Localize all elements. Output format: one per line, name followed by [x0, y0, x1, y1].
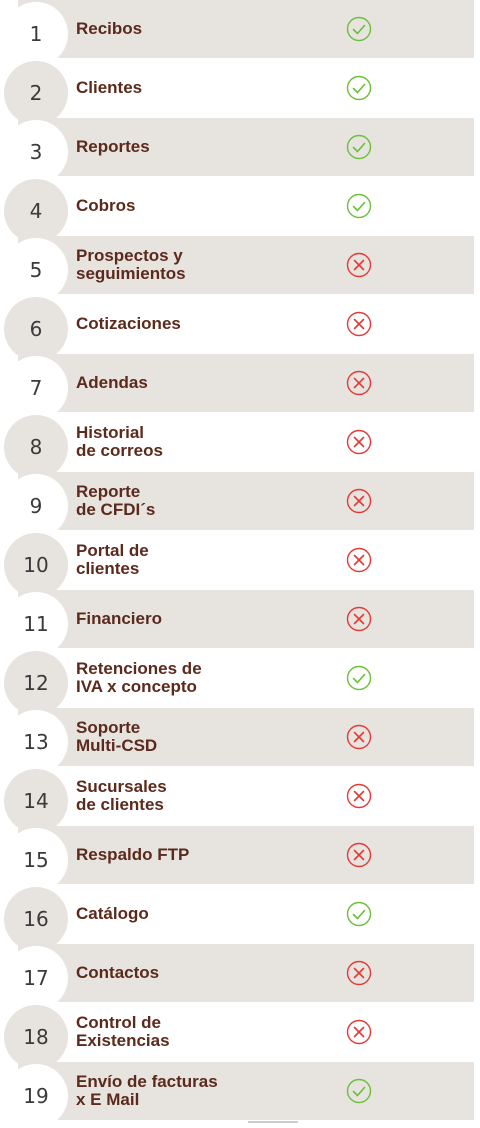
feature-row: 2 Clientes	[0, 59, 480, 125]
check-icon	[346, 16, 372, 42]
check-icon	[346, 134, 372, 160]
feature-row: 3 Reportes	[0, 118, 480, 184]
row-number-badge: 17	[4, 946, 68, 1010]
feature-label: Contactos	[76, 963, 160, 982]
check-icon	[346, 193, 372, 219]
feature-row: 1 Recibos	[0, 0, 480, 66]
cross-icon	[346, 429, 372, 455]
row-background	[18, 767, 474, 825]
feature-label: Adendas	[76, 373, 148, 392]
row-background	[18, 236, 474, 294]
scroll-indicator[interactable]	[248, 1121, 298, 1123]
feature-row: 18 Control de Existencias	[0, 1003, 480, 1069]
feature-label: Recibos	[76, 19, 143, 38]
row-background	[18, 59, 474, 117]
cross-icon	[346, 488, 372, 514]
feature-row: 14 Sucursales de clientes	[0, 767, 480, 833]
row-background	[18, 708, 474, 766]
feature-row: 17 Contactos	[0, 944, 480, 1010]
row-number-badge: 1	[4, 2, 68, 66]
row-number-badge: 15	[4, 828, 68, 892]
feature-row: 16 Catálogo	[0, 885, 480, 951]
row-background	[18, 177, 474, 235]
row-number-badge: 16	[4, 887, 68, 951]
check-icon	[346, 665, 372, 691]
feature-row: 4 Cobros	[0, 177, 480, 243]
feature-label: Prospectos y seguimientos	[76, 246, 186, 283]
feature-label: Respaldo FTP	[76, 845, 190, 864]
cross-icon	[346, 783, 372, 809]
row-background	[18, 118, 474, 176]
feature-label: Financiero	[76, 609, 162, 628]
row-background	[18, 590, 474, 648]
cross-icon	[346, 1019, 372, 1045]
cross-icon	[346, 311, 372, 337]
feature-row: 7 Adendas	[0, 354, 480, 420]
feature-label: Sucursales de clientes	[76, 777, 167, 814]
feature-row: 6 Cotizaciones	[0, 295, 480, 361]
row-background	[18, 295, 474, 353]
row-number-badge: 6	[4, 297, 68, 361]
feature-row: 5 Prospectos y seguimientos	[0, 236, 480, 302]
row-background	[18, 0, 474, 58]
row-number-badge: 2	[4, 61, 68, 125]
row-number-badge: 10	[4, 533, 68, 597]
row-background	[18, 354, 474, 412]
row-number-badge: 19	[4, 1064, 68, 1128]
feature-label: Catálogo	[76, 904, 149, 923]
feature-label: Retenciones de IVA x concepto	[76, 659, 202, 696]
feature-row: 19 Envío de facturas x E Mail	[0, 1062, 480, 1128]
feature-label: Control de Existencias	[76, 1013, 170, 1050]
cross-icon	[346, 370, 372, 396]
feature-label: Soporte Multi-CSD	[76, 718, 158, 755]
row-number-badge: 14	[4, 769, 68, 833]
feature-row: 12 Retenciones de IVA x concepto	[0, 649, 480, 715]
row-background	[18, 413, 474, 471]
cross-icon	[346, 960, 372, 986]
feature-row: 15 Respaldo FTP	[0, 826, 480, 892]
feature-row: 13 Soporte Multi-CSD	[0, 708, 480, 774]
feature-label: Clientes	[76, 78, 143, 97]
row-number-badge: 18	[4, 1005, 68, 1069]
row-background	[18, 649, 474, 707]
row-background	[18, 472, 474, 530]
row-background	[18, 531, 474, 589]
row-number-badge: 7	[4, 356, 68, 420]
feature-row: 11 Financiero	[0, 590, 480, 656]
row-background	[18, 826, 474, 884]
row-background	[18, 944, 474, 1002]
check-icon	[346, 1078, 372, 1104]
row-number-badge: 5	[4, 238, 68, 302]
cross-icon	[346, 547, 372, 573]
row-background	[18, 1062, 474, 1120]
feature-row: 10 Portal de clientes	[0, 531, 480, 597]
cross-icon	[346, 842, 372, 868]
feature-label: Reporte de CFDI´s	[76, 482, 156, 519]
check-icon	[346, 75, 372, 101]
row-number-badge: 3	[4, 120, 68, 184]
feature-label: Portal de clientes	[76, 541, 149, 578]
feature-label: Cobros	[76, 196, 136, 215]
cross-icon	[346, 724, 372, 750]
feature-label: Envío de facturas x E Mail	[76, 1072, 218, 1109]
cross-icon	[346, 606, 372, 632]
row-number-badge: 4	[4, 179, 68, 243]
feature-label: Cotizaciones	[76, 314, 181, 333]
row-background	[18, 885, 474, 943]
row-number-badge: 11	[4, 592, 68, 656]
row-number-badge: 8	[4, 415, 68, 479]
row-number-badge: 13	[4, 710, 68, 774]
cross-icon	[346, 252, 372, 278]
feature-label: Reportes	[76, 137, 150, 156]
row-background	[18, 1003, 474, 1061]
feature-row: 9 Reporte de CFDI´s	[0, 472, 480, 538]
row-number-badge: 9	[4, 474, 68, 538]
feature-label: Historial de correos	[76, 423, 163, 460]
row-number-badge: 12	[4, 651, 68, 715]
feature-row: 8 Historial de correos	[0, 413, 480, 479]
check-icon	[346, 901, 372, 927]
